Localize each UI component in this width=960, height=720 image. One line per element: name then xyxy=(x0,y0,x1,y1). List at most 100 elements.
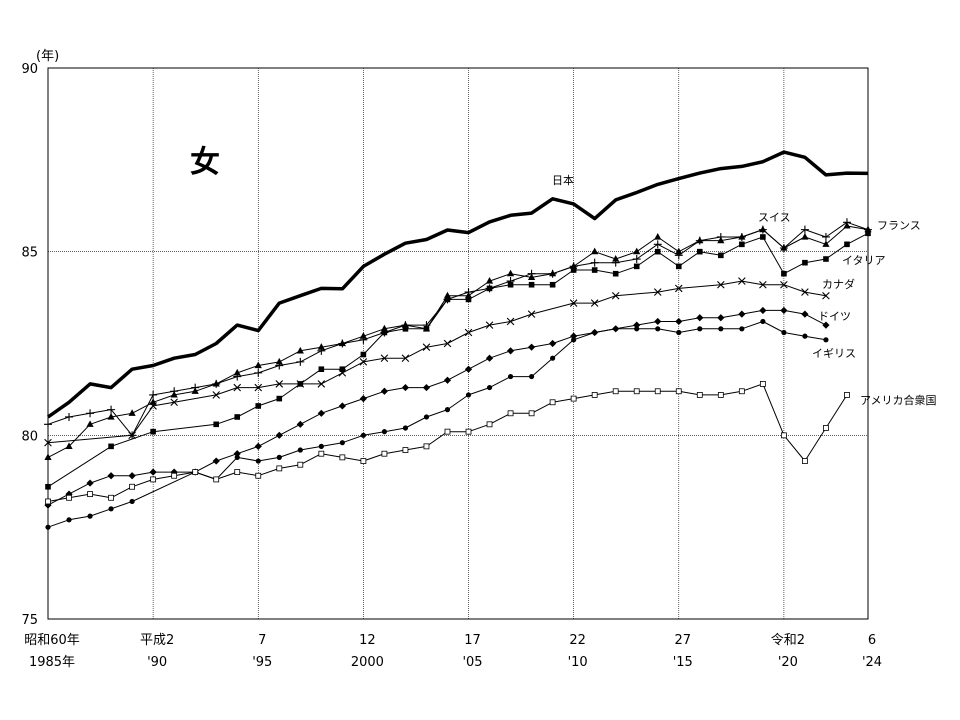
data-point xyxy=(737,232,746,241)
series-line xyxy=(47,383,848,502)
data-point xyxy=(592,329,598,336)
data-point xyxy=(654,317,662,326)
data-point xyxy=(86,409,95,418)
data-point xyxy=(738,310,746,318)
data-point xyxy=(802,259,808,266)
data-point xyxy=(338,339,347,348)
data-point xyxy=(318,366,325,373)
data-point xyxy=(717,314,725,322)
data-point xyxy=(276,454,282,460)
data-point xyxy=(759,280,767,289)
data-point xyxy=(254,442,262,450)
data-point xyxy=(45,483,51,490)
data-point xyxy=(676,329,682,336)
series-lines xyxy=(44,150,872,530)
data-point xyxy=(758,225,767,234)
data-point xyxy=(317,409,325,417)
data-point xyxy=(821,232,830,241)
data-point xyxy=(548,269,557,278)
data-point xyxy=(402,447,409,453)
data-point xyxy=(590,299,599,307)
data-point xyxy=(401,383,410,392)
data-point xyxy=(527,310,536,318)
data-point xyxy=(401,354,410,362)
data-point xyxy=(738,277,746,285)
data-point xyxy=(276,395,283,402)
x-tick-label-bottom: '10 xyxy=(568,655,588,670)
data-point xyxy=(653,288,662,296)
data-point xyxy=(443,376,452,384)
data-point xyxy=(170,398,178,407)
data-point xyxy=(716,232,725,241)
data-point xyxy=(802,458,808,464)
x-tick-label-bottom: '95 xyxy=(252,655,272,670)
data-point xyxy=(549,339,557,348)
data-point xyxy=(213,476,220,483)
data-point xyxy=(150,428,156,435)
data-point xyxy=(297,447,303,453)
data-point xyxy=(381,429,388,435)
data-point xyxy=(571,337,577,343)
data-point xyxy=(465,392,472,398)
data-point xyxy=(402,425,409,431)
data-point xyxy=(781,329,787,336)
x-tick-label-top: 7 xyxy=(258,633,266,648)
data-point xyxy=(255,472,262,479)
data-point xyxy=(485,354,494,362)
data-point xyxy=(65,490,73,498)
x-tick-label-bottom: 2000 xyxy=(351,655,384,670)
data-point xyxy=(486,285,493,292)
data-point xyxy=(44,438,52,447)
data-point xyxy=(149,398,157,405)
data-point xyxy=(634,326,640,332)
x-tick-label-top: 令和2 xyxy=(771,633,805,648)
y-tick-label: 90 xyxy=(21,62,38,77)
data-point xyxy=(760,318,766,325)
data-point xyxy=(569,299,578,307)
series-line xyxy=(46,150,869,419)
data-point xyxy=(444,407,451,413)
data-point xyxy=(317,343,325,350)
data-point xyxy=(528,281,535,288)
data-point xyxy=(107,412,115,420)
data-point xyxy=(318,450,325,457)
series-label-italy: イタリア xyxy=(842,254,886,267)
data-point xyxy=(613,326,619,332)
series-label-usa: アメリカ合衆国 xyxy=(860,393,936,407)
series-label-japan: 日本 xyxy=(552,173,574,187)
data-point xyxy=(381,450,388,457)
data-point xyxy=(822,240,830,247)
data-point xyxy=(234,469,241,475)
data-point xyxy=(128,409,136,416)
series-0 xyxy=(46,150,869,419)
data-point xyxy=(633,263,640,270)
data-point xyxy=(800,225,809,234)
data-point xyxy=(276,465,283,472)
data-point xyxy=(296,420,304,428)
data-point xyxy=(801,288,809,296)
data-point xyxy=(66,517,72,523)
data-point xyxy=(507,410,514,417)
data-point xyxy=(654,388,661,395)
data-point xyxy=(86,420,94,427)
series-3 xyxy=(45,230,871,490)
series-labels: 日本 フランス スイス イタリア カナダ ドイツ イギリス アメリカ合衆国 xyxy=(552,173,936,407)
data-point xyxy=(150,476,157,483)
x-tick-label-bottom: 1985年 xyxy=(29,655,75,670)
grid-lines xyxy=(48,68,868,619)
data-point xyxy=(317,380,326,388)
data-point xyxy=(718,326,724,332)
data-point xyxy=(128,472,136,480)
data-point xyxy=(66,494,72,501)
y-tick-label: 75 xyxy=(21,613,38,628)
data-point xyxy=(360,351,367,358)
data-point xyxy=(653,240,662,249)
data-point xyxy=(590,258,599,267)
data-point xyxy=(507,373,514,380)
data-point xyxy=(528,410,535,417)
data-point xyxy=(801,232,809,240)
data-point xyxy=(423,414,430,420)
data-point xyxy=(633,321,641,329)
y-tick-labels: 75 80 85 90 xyxy=(21,62,38,628)
